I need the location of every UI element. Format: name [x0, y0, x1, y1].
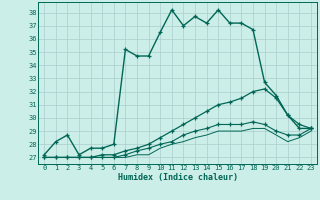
X-axis label: Humidex (Indice chaleur): Humidex (Indice chaleur) — [118, 173, 238, 182]
